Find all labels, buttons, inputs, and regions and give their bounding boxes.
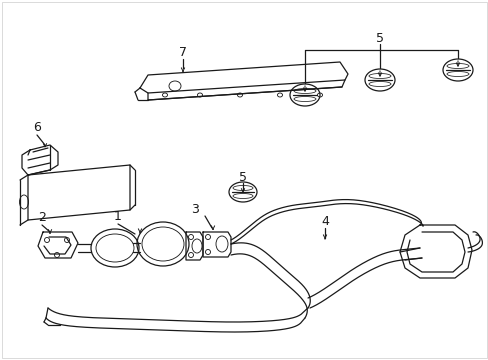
Text: 5: 5 (239, 171, 246, 184)
Text: 5: 5 (375, 31, 383, 45)
Text: 3: 3 (191, 203, 199, 216)
Text: 2: 2 (38, 211, 46, 225)
Text: 6: 6 (33, 121, 41, 135)
Text: 1: 1 (114, 211, 122, 224)
Text: 4: 4 (321, 216, 328, 229)
Text: 7: 7 (179, 45, 186, 58)
